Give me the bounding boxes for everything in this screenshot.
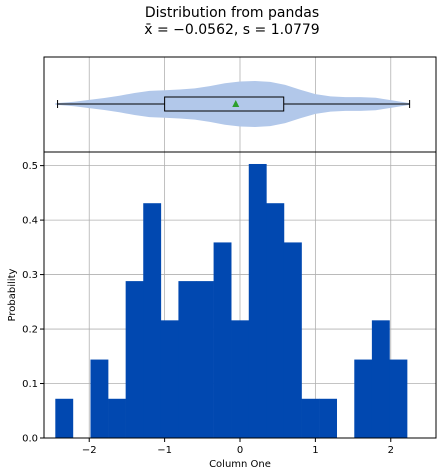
x-tick-label: 2: [388, 445, 394, 456]
histogram-bar: [354, 359, 373, 438]
histogram-bar: [160, 320, 179, 438]
x-axis-label: Column One: [209, 459, 271, 470]
histogram-bar: [143, 203, 162, 438]
x-tick-label: 0: [237, 445, 243, 456]
histogram-bar: [371, 320, 390, 438]
histogram-bar: [231, 320, 250, 438]
y-tick-label: 0.3: [22, 270, 38, 281]
histogram-bar: [283, 242, 302, 438]
y-axis-label: Probability: [7, 268, 18, 321]
histogram-bar: [108, 398, 126, 438]
histogram-bar: [125, 281, 144, 438]
histogram-bar: [301, 398, 320, 438]
histogram-bar: [389, 359, 408, 438]
histogram-bar: [319, 398, 338, 438]
histogram-bar: [90, 359, 109, 438]
histogram-bar: [266, 203, 285, 438]
chart-subtitle: x̄ = −0.0562, s = 1.0779: [144, 22, 319, 38]
histogram-panel: −2 −1 0 1 2 0.0 0.1 0.2 0.3 0.4 0.5: [22, 151, 437, 456]
histogram-bar: [196, 281, 214, 438]
box-iqr: [164, 96, 285, 112]
mean-marker: [232, 100, 240, 107]
violin-box-panel: [43, 56, 437, 153]
y-tick-label: 0.1: [22, 379, 38, 390]
y-tick-label: 0.4: [22, 216, 38, 227]
x-tick-label: −2: [82, 445, 97, 456]
histogram-bar: [248, 163, 267, 439]
y-tick-label: 0.2: [22, 325, 38, 336]
histogram-bar: [178, 281, 197, 438]
x-tick-label: 1: [312, 445, 318, 456]
histogram-bar: [213, 242, 232, 438]
chart-title: Distribution from pandas: [145, 5, 319, 21]
y-tick-label: 0.0: [22, 434, 38, 445]
histogram-bar: [55, 398, 74, 438]
x-tick-label: −1: [157, 445, 172, 456]
y-tick-label: 0.5: [22, 161, 38, 172]
